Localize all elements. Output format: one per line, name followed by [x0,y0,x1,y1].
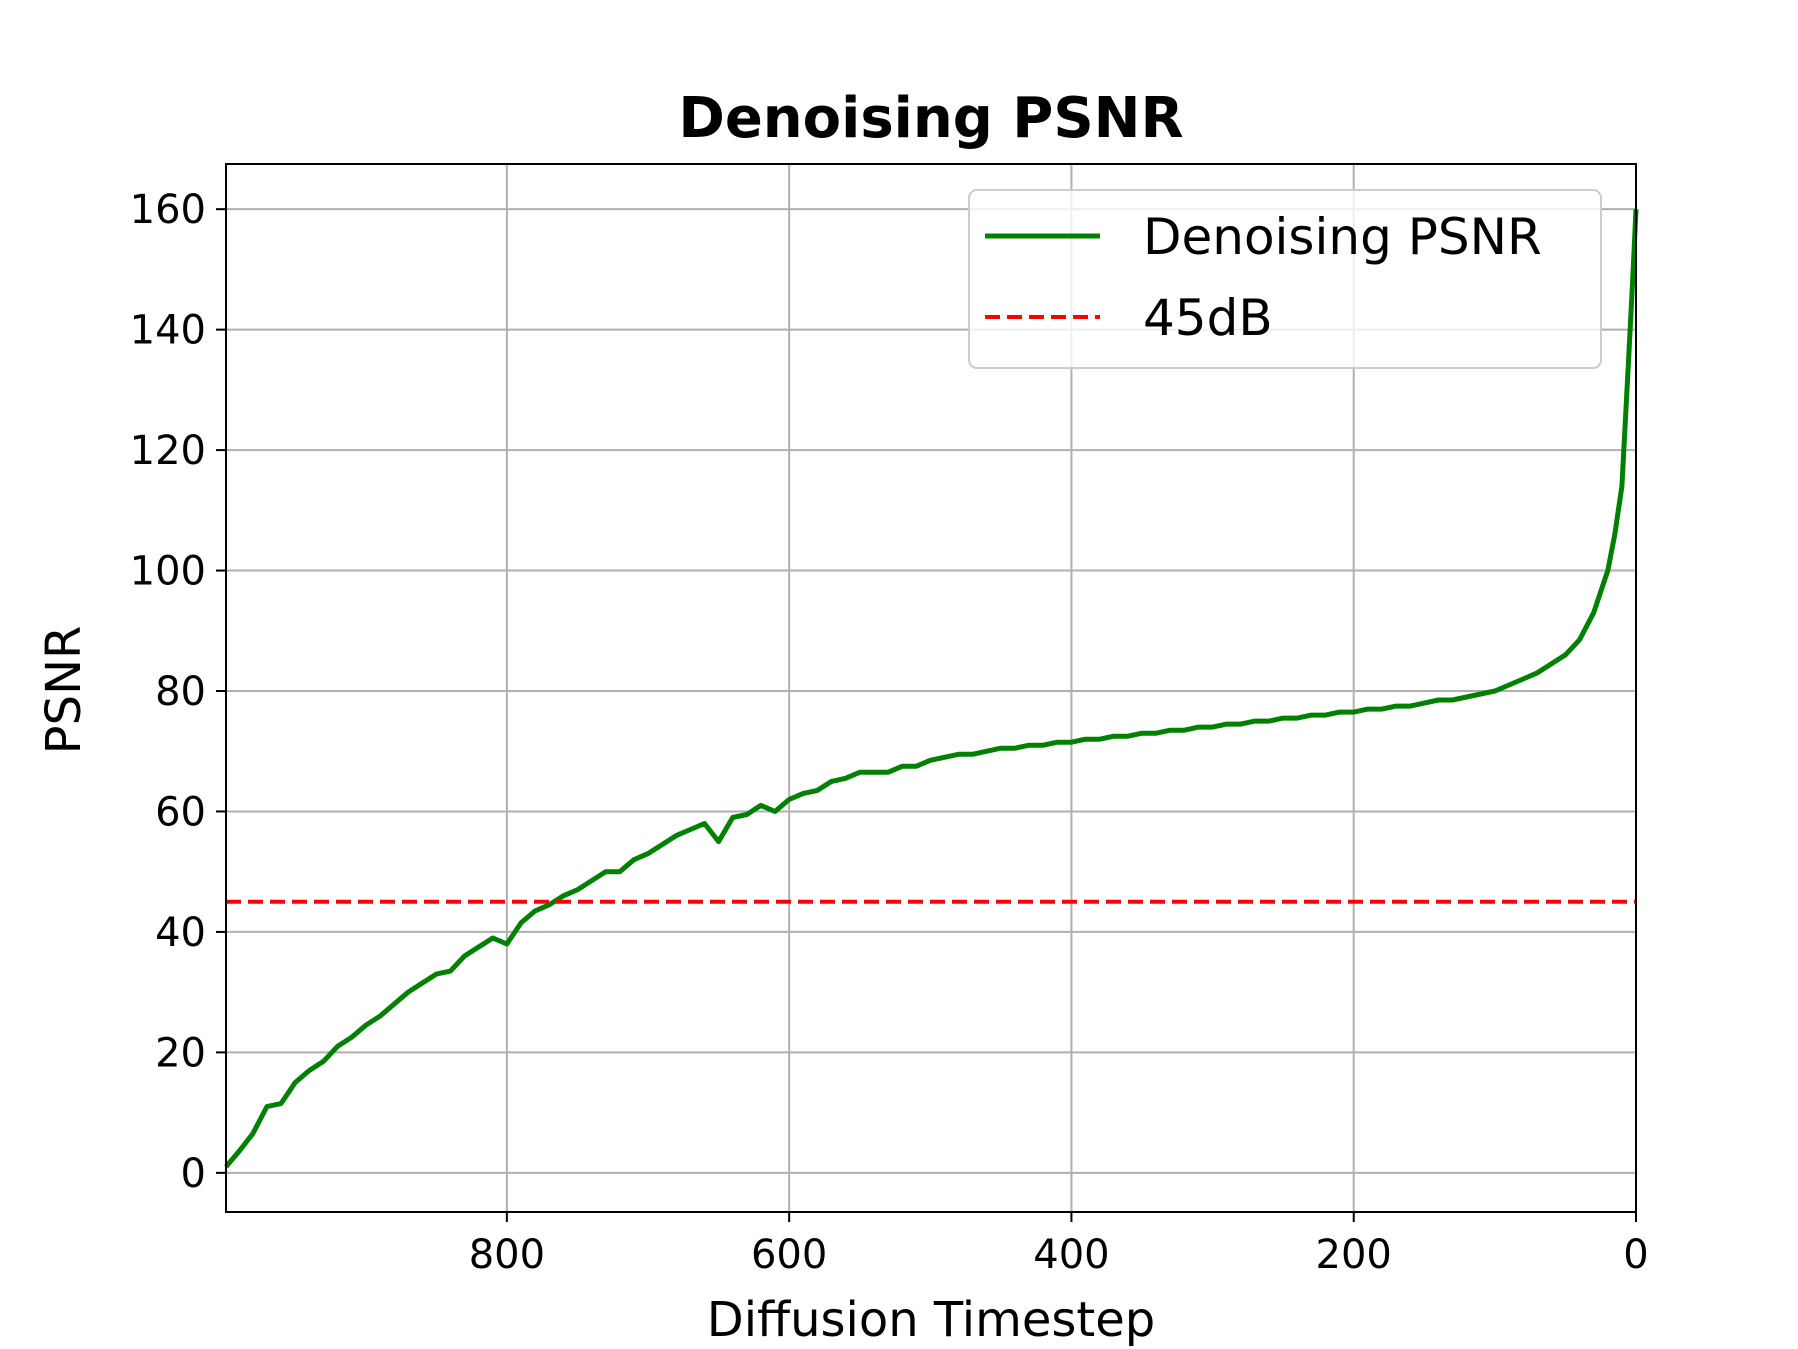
x-axis-label: Diffusion Timestep [707,1292,1155,1348]
legend-label-45db: 45dB [1143,289,1273,347]
y-tick-label: 40 [155,910,206,956]
y-tick-label: 0 [181,1151,206,1197]
y-tick-label: 100 [130,549,206,595]
legend-label-denoising-psnr: Denoising PSNR [1143,208,1542,266]
chart-title: Denoising PSNR [678,86,1183,151]
legend: Denoising PSNR 45dB [968,189,1602,369]
y-axis-label: PSNR [36,626,92,755]
y-tick-label: 60 [155,789,206,835]
y-tick-label: 160 [130,187,206,233]
legend-box [968,189,1602,369]
x-tick-label: 800 [469,1232,545,1278]
x-tick-label: 600 [751,1232,827,1278]
tick-layer: 800 600 400 200 0 0 20 40 60 80 100 120 140 160 [130,187,1649,1278]
y-tick-label: 20 [155,1030,206,1076]
series-layer [224,209,1639,1169]
x-tick-label: 200 [1316,1232,1392,1278]
x-tick-label: 400 [1033,1232,1109,1278]
x-tick-label: 0 [1623,1232,1648,1278]
y-tick-label: 120 [130,428,206,474]
y-tick-label: 80 [155,669,206,715]
series-line-denoising-psnr [224,209,1639,1169]
y-tick-label: 140 [130,308,206,354]
plot-frame [225,163,1637,1213]
